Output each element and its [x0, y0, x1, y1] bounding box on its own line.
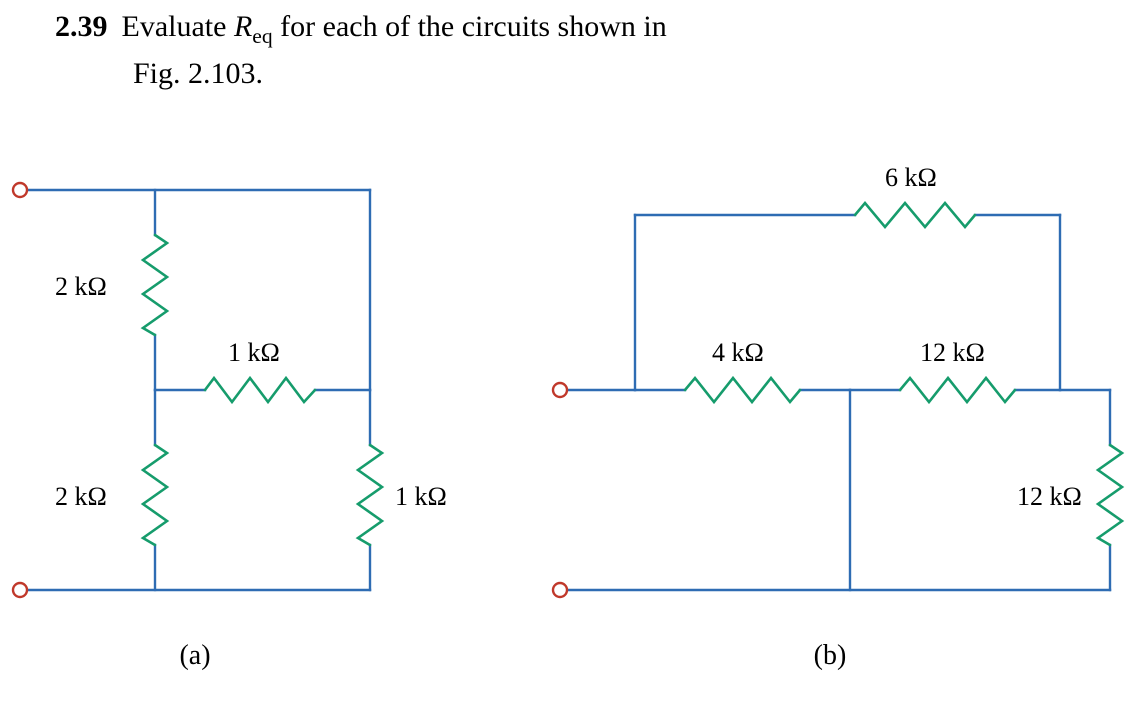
resistor-2k-top	[143, 235, 167, 335]
label-12k-horiz: 12 kΩ	[920, 338, 985, 367]
label-1k-horiz: 1 kΩ	[228, 338, 280, 367]
problem-number: 2.39	[55, 10, 108, 43]
terminal-top-a	[13, 183, 27, 197]
terminal-bottom-b	[553, 583, 567, 597]
wires-a	[27, 190, 370, 590]
problem-subscript: eq	[252, 24, 272, 48]
problem-text-line2: Fig. 2.103.	[133, 52, 1055, 96]
wires-b	[567, 215, 1110, 590]
resistor-12k-horiz	[900, 378, 1015, 402]
label-12k-vert: 12 kΩ	[1017, 482, 1082, 511]
resistor-4k	[685, 378, 800, 402]
label-4k: 4 kΩ	[712, 338, 764, 367]
problem-italic-R: R	[234, 10, 252, 43]
resistor-1k-vert	[358, 445, 382, 545]
caption-a: (a)	[165, 640, 225, 672]
label-2k-top: 2 kΩ	[55, 272, 107, 301]
terminal-bottom-a	[13, 583, 27, 597]
caption-b: (b)	[800, 640, 860, 672]
terminals-b	[553, 383, 567, 597]
resistor-12k-vert	[1098, 445, 1122, 545]
label-2k-bottom: 2 kΩ	[55, 482, 107, 511]
circuit-b: 6 kΩ 4 kΩ 12 kΩ 12 kΩ	[540, 160, 1140, 640]
resistor-2k-bottom	[143, 445, 167, 545]
terminals-a	[13, 183, 27, 597]
problem-text-part1: Evaluate	[122, 10, 234, 43]
page: 2.39 Evaluate Req for each of the circuit…	[0, 0, 1146, 718]
resistor-6k	[855, 203, 975, 227]
problem-statement: 2.39 Evaluate Req for each of the circuit…	[55, 5, 1055, 96]
terminal-top-b	[553, 383, 567, 397]
diagrams-container: 2 kΩ 2 kΩ 1 kΩ 1 kΩ (a)	[0, 140, 1146, 700]
problem-text-part2: for each of the circuits shown in	[273, 10, 667, 43]
resistor-1k-horiz	[205, 378, 315, 402]
circuit-a: 2 kΩ 2 kΩ 1 kΩ 1 kΩ	[0, 160, 460, 640]
label-1k-vert: 1 kΩ	[395, 482, 447, 511]
label-6k: 6 kΩ	[885, 163, 937, 192]
